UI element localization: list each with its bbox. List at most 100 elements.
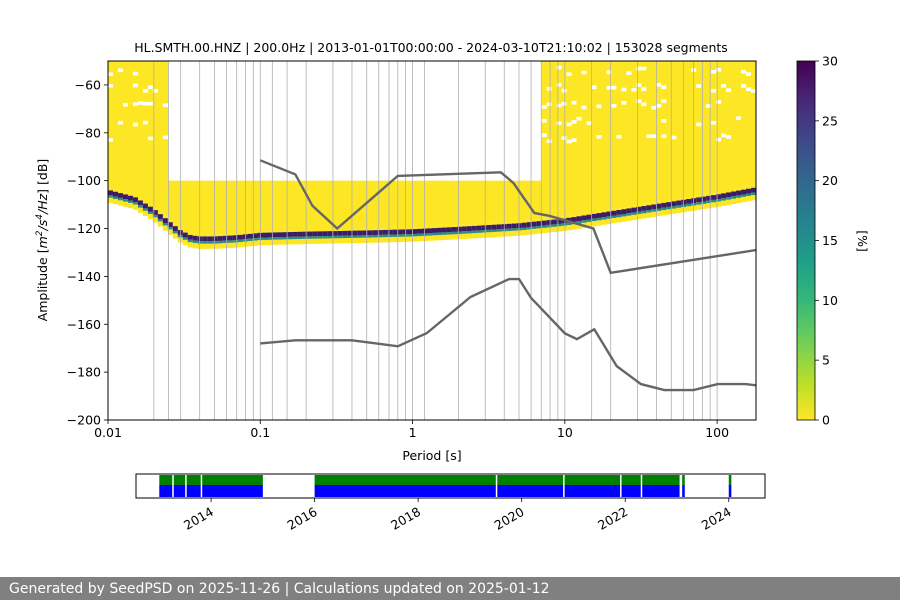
heatmap-gap [108, 138, 114, 142]
heatmap-mode-cell [252, 233, 258, 239]
heatmap-cell [656, 61, 662, 202]
heatmap-gap [746, 72, 752, 76]
heatmap-mode-cell [601, 212, 607, 218]
heatmap-gap [661, 99, 667, 103]
x-tick-label: 1 [409, 425, 417, 440]
heatmap-cell [731, 196, 737, 199]
heatmap-cell [172, 230, 179, 234]
heatmap-mode-cell [122, 194, 129, 200]
heatmap-cell [666, 206, 672, 210]
heatmap-gap [621, 100, 627, 105]
heatmap-mode-cell [342, 230, 348, 236]
heatmap-gap [711, 120, 717, 125]
heatmap-cell [342, 235, 348, 239]
heatmap-cell [566, 222, 572, 225]
heatmap-mode-cell [496, 224, 503, 230]
heatmap-cell [571, 61, 577, 216]
heatmap-cell [526, 226, 533, 230]
heatmap-cell [461, 180, 468, 225]
heatmap-cell [606, 216, 612, 219]
heatmap-cell [417, 180, 423, 227]
heatmap-cell [686, 203, 692, 207]
heatmap-mode-cell [357, 230, 363, 236]
heatmap-cell [716, 199, 722, 202]
heatmap-cell [157, 218, 164, 222]
heatmap-cell [372, 180, 378, 229]
heatmap-cell [112, 196, 119, 199]
heatmap-mode-cell [132, 197, 139, 203]
heatmap-gap [122, 102, 129, 107]
colorbar-tick-label: 10 [822, 293, 838, 308]
heatmap-cell [696, 202, 702, 205]
heatmap-mode-cell [352, 230, 358, 236]
heatmap-mode-cell [681, 199, 687, 205]
heatmap-gap [556, 83, 562, 87]
heatmap-gap [661, 119, 667, 123]
heatmap-cell [262, 237, 268, 240]
heatmap-cell [511, 180, 518, 222]
data-availability: 2014 2016 2018 2020 2022 2024 [135, 473, 766, 533]
heatmap-cell [108, 61, 114, 189]
heatmap-cell [741, 194, 747, 197]
heatmap-cell [681, 204, 687, 207]
heatmap-gap [566, 72, 572, 76]
heatmap-cell [117, 197, 124, 201]
heatmap-cell [187, 239, 194, 243]
heatmap-cell [302, 236, 308, 239]
heatmap-gap [576, 116, 582, 121]
colorbar: 0 5 10 15 20 25 30 [%] [796, 54, 870, 428]
heatmap-mode-cell [367, 230, 373, 236]
heatmap-mode-cell [157, 214, 164, 219]
year-tick-label: 2014 [181, 504, 216, 533]
heatmap-mode-cell [137, 200, 144, 206]
heatmap-cell [322, 180, 328, 230]
heatmap-gap [556, 65, 562, 70]
heatmap-gap [651, 134, 657, 138]
heatmap-cell [446, 180, 453, 226]
heatmap-mode-cell [362, 230, 368, 236]
heatmap-cell [556, 223, 562, 227]
heatmap-cell [282, 180, 288, 231]
heatmap-cell [147, 61, 154, 205]
heatmap-cell [486, 229, 493, 233]
heatmap-mode-cell [481, 225, 488, 231]
x-tick-label: 0.1 [250, 425, 270, 440]
heatmap-gap [142, 120, 149, 125]
heatmap-cell [646, 210, 652, 213]
heatmap-gap [596, 104, 602, 109]
heatmap-mode-cell [142, 203, 149, 209]
x-axis-ticks: 0.01 0.1 1 10 100 [94, 420, 729, 440]
heatmap-cell [377, 180, 383, 229]
heatmap-mode-cell [382, 229, 388, 235]
heatmap-cell [132, 61, 139, 196]
heatmap-mode-cell [441, 227, 448, 233]
heatmap-cell [551, 224, 558, 227]
heatmap-cell [347, 235, 353, 238]
nlnm-line [260, 277, 756, 392]
heatmap-mode-cell [282, 232, 288, 237]
heatmap-mode-cell [641, 206, 647, 211]
y-tick-label: −140 [67, 269, 101, 284]
heatmap-cell [387, 180, 393, 228]
heatmap-cell [337, 180, 343, 230]
heatmap-cell [252, 180, 258, 232]
heatmap-cell [476, 230, 483, 233]
heatmap-mode-cell [392, 229, 398, 235]
heatmap-cell [441, 180, 448, 226]
heatmap-gap [108, 72, 114, 76]
plot-frame [107, 60, 757, 421]
heatmap-mode-cell [147, 206, 154, 212]
heatmap-cell [531, 226, 538, 229]
heatmap-gap [546, 102, 553, 107]
heatmap-cell [312, 180, 318, 230]
heatmap-mode-cell [671, 201, 677, 207]
heatmap-mode-cell [621, 209, 627, 214]
heatmap-cell [671, 206, 677, 209]
heatmap-mode-cell [711, 195, 717, 200]
heatmap-cell [661, 61, 667, 201]
heatmap-cell [367, 180, 373, 229]
heatmap-gap [651, 105, 657, 110]
heatmap-mode-cell [112, 191, 119, 197]
heatmap-cell [217, 240, 224, 244]
heatmap-cell [671, 61, 677, 200]
